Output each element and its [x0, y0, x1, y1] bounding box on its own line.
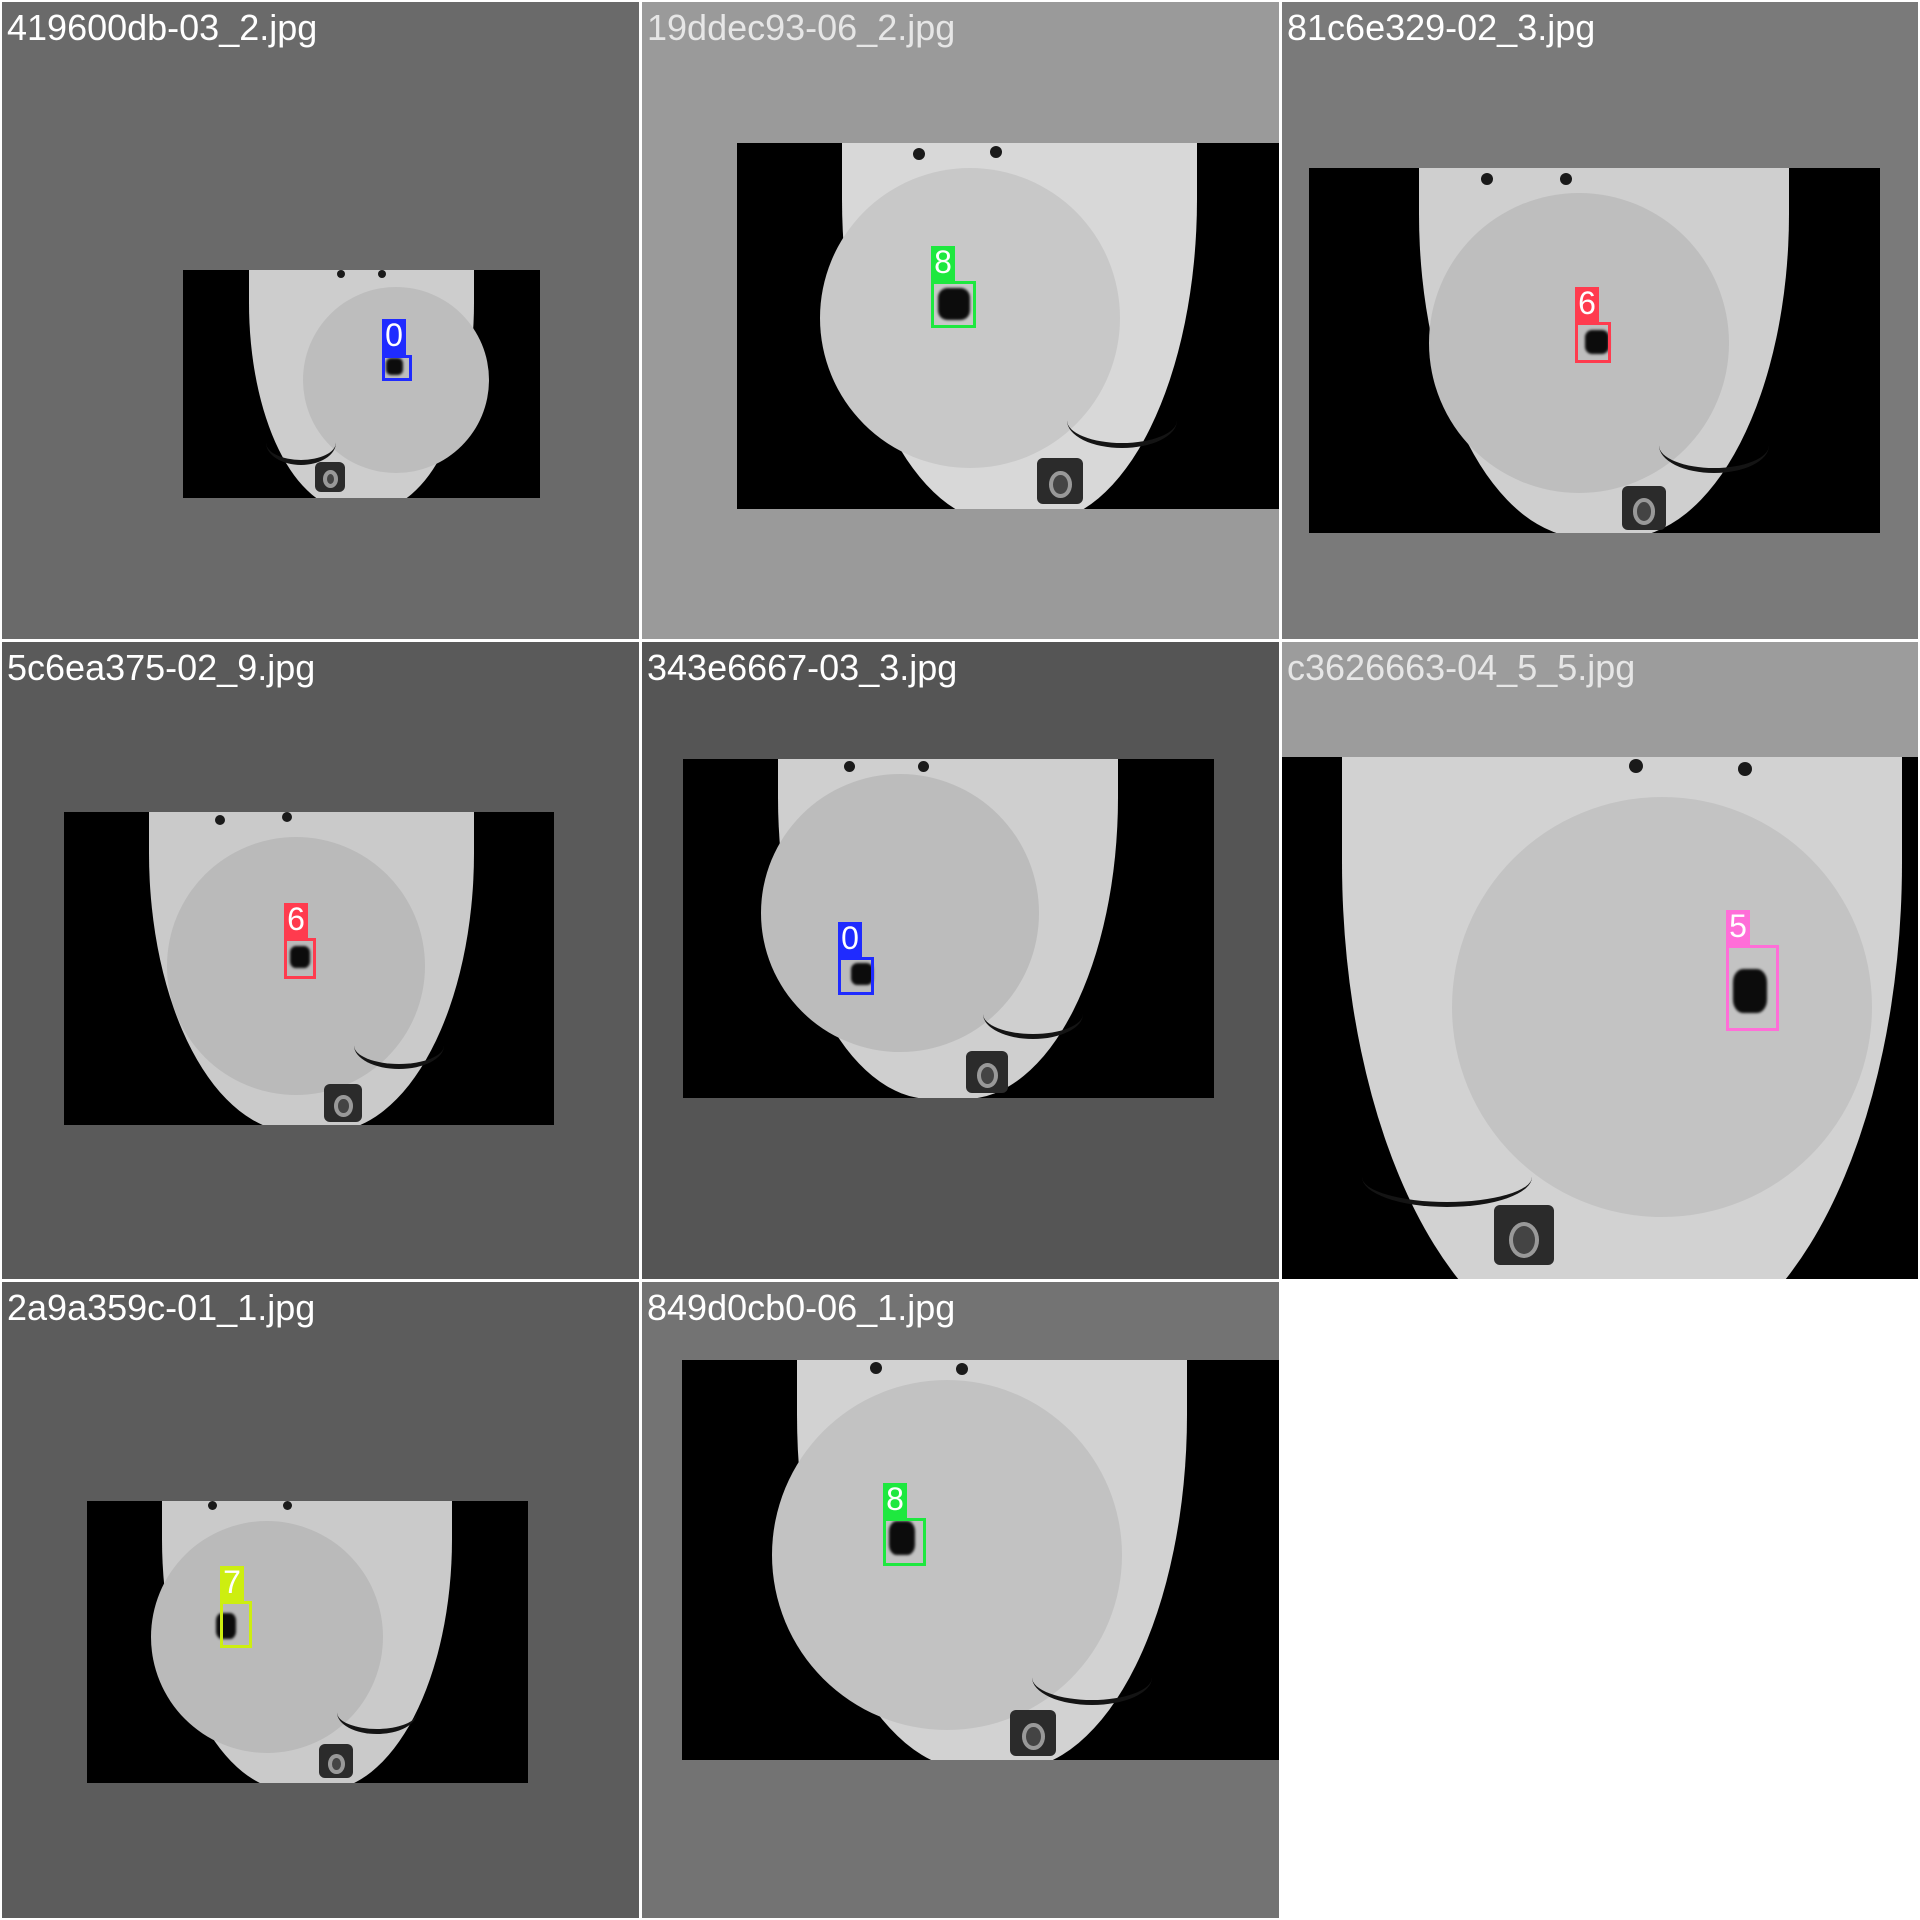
tile-photo — [183, 270, 540, 498]
mounting-hole — [1560, 173, 1572, 185]
connector — [1037, 458, 1083, 504]
tile-photo — [682, 1360, 1279, 1760]
mounting-hole — [1738, 762, 1752, 776]
cable — [337, 1691, 417, 1734]
cable — [1659, 418, 1769, 473]
mounting-hole — [282, 812, 292, 822]
bounding-box — [284, 938, 316, 979]
cable — [1032, 1650, 1152, 1705]
tile-filename: c3626663-04_5_5.jpg — [1287, 647, 1636, 688]
mounting-hole — [337, 270, 345, 278]
detected-object — [1585, 330, 1609, 354]
mounting-hole — [215, 815, 225, 825]
class-label-tag: 0 — [838, 922, 862, 958]
class-label-tag: 8 — [931, 246, 955, 282]
tile-filename: 419600db-03_2.jpg — [7, 7, 318, 48]
connector — [1010, 1710, 1056, 1756]
mosaic-tile: 81c6e329-02_3.jpg 6 — [1282, 2, 1918, 639]
mounting-hole — [208, 1501, 217, 1510]
cable — [266, 420, 336, 465]
tile-photo — [87, 1501, 528, 1783]
tile-photo — [1282, 757, 1918, 1279]
class-label-tag: 8 — [883, 1483, 907, 1519]
class-label-tag: 6 — [284, 903, 308, 939]
connector — [1622, 486, 1666, 530]
tile-filename: 19ddec93-06_2.jpg — [647, 7, 956, 48]
class-label-tag: 7 — [220, 1566, 244, 1602]
bounding-box — [1726, 945, 1779, 1031]
class-label-tag: 0 — [382, 319, 406, 355]
bounding-box — [931, 281, 976, 328]
mounting-hole — [1481, 173, 1493, 185]
connector — [966, 1051, 1008, 1093]
detected-object — [386, 358, 403, 375]
mounting-hole — [990, 146, 1002, 158]
bounding-box — [1575, 322, 1611, 363]
cable — [1362, 1147, 1532, 1207]
connector — [324, 1084, 362, 1122]
connector — [319, 1744, 353, 1778]
tile-filename: 5c6ea375-02_9.jpg — [7, 647, 316, 688]
cable — [354, 1022, 444, 1069]
mounting-hole — [956, 1363, 968, 1375]
class-label-tag: 6 — [1575, 287, 1599, 323]
mosaic-tile: c3626663-04_5_5.jpg 5 — [1282, 642, 1918, 1279]
detected-object — [938, 288, 970, 320]
mounting-hole — [283, 1501, 292, 1510]
bounding-box — [382, 355, 412, 381]
mosaic-tile: 419600db-03_2.jpg 0 — [2, 2, 639, 639]
mosaic-tile: 19ddec93-06_2.jpg 8 — [642, 2, 1279, 639]
detected-object — [290, 946, 310, 968]
mounting-hole — [844, 761, 855, 772]
mosaic-tile: 849d0cb0-06_1.jpg 8 — [642, 1282, 1279, 1918]
mounting-hole — [870, 1362, 882, 1374]
tile-filename: 2a9a359c-01_1.jpg — [7, 1287, 316, 1328]
tile-filename: 343e6667-03_3.jpg — [647, 647, 958, 688]
tile-photo — [64, 812, 554, 1125]
class-label-tag: 5 — [1726, 910, 1750, 946]
detected-object — [851, 963, 873, 985]
tile-filename: 81c6e329-02_3.jpg — [1287, 7, 1596, 48]
tile-photo — [1309, 168, 1880, 533]
mosaic-tile: 2a9a359c-01_1.jpg 7 — [2, 1282, 639, 1918]
mounting-hole — [918, 761, 929, 772]
bounding-box — [883, 1518, 926, 1566]
connector — [1494, 1205, 1554, 1265]
mounting-hole — [1629, 759, 1643, 773]
bounding-box — [220, 1601, 252, 1648]
mounting-hole — [913, 148, 925, 160]
detected-object — [889, 1521, 915, 1555]
mosaic-tile: 343e6667-03_3.jpg 0 — [642, 642, 1279, 1279]
tile-photo — [683, 759, 1214, 1098]
connector — [315, 462, 345, 492]
detected-object — [1733, 969, 1767, 1013]
mounting-hole — [378, 270, 386, 278]
tile-photo — [737, 143, 1279, 509]
cable — [1067, 393, 1177, 448]
bounding-box — [838, 957, 874, 995]
tile-filename: 849d0cb0-06_1.jpg — [647, 1287, 956, 1328]
cable — [983, 989, 1083, 1039]
mosaic-tile: 5c6ea375-02_9.jpg 6 — [2, 642, 639, 1279]
